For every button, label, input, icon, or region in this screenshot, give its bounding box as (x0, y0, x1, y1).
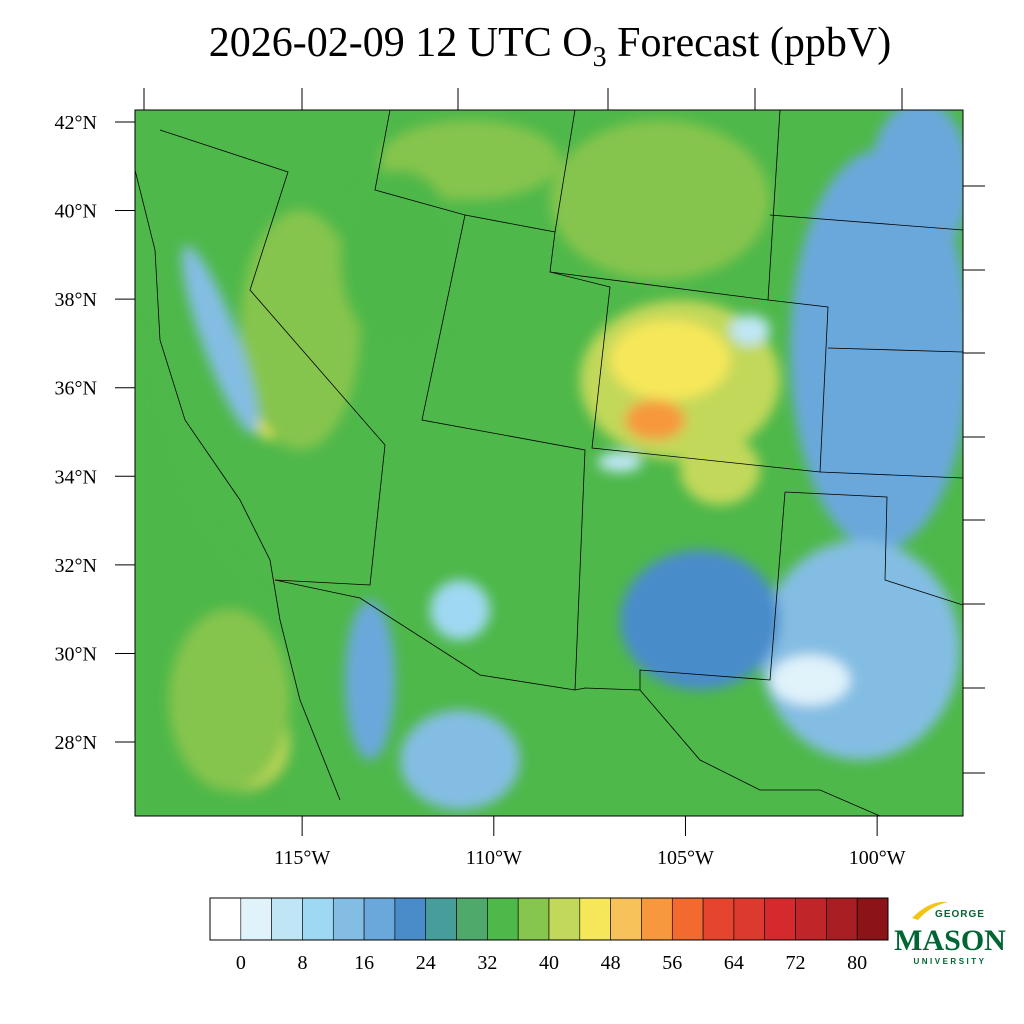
y-tick-label: 38°N (55, 289, 97, 311)
colorbar-box (856, 897, 889, 941)
x-tick-label: 100°W (849, 847, 906, 869)
colorbar-box (209, 897, 242, 941)
y-tick-label: 34°N (55, 466, 97, 488)
boundaries (135, 110, 963, 816)
logo-top: GEORGE (935, 909, 985, 920)
colorbar-box (271, 897, 303, 941)
y-tick-label: 42°N (55, 112, 97, 134)
colorbar-box (394, 897, 427, 941)
colorbar-label: 16 (354, 952, 374, 974)
colorbar-box (610, 897, 642, 941)
title: 2026-02-09 12 UTC O3 Forecast (ppbV) (209, 20, 891, 73)
colorbar-label: 8 (297, 952, 307, 974)
colorbar-label: 32 (477, 952, 497, 974)
colorbar-box (487, 897, 519, 941)
colorbar-box (764, 897, 796, 941)
x-tick-label: 115°W (274, 847, 330, 869)
colorbar-box (302, 897, 334, 941)
colorbar-box (826, 897, 858, 941)
colorbar-box (733, 897, 766, 941)
colorbar-box (641, 897, 673, 941)
colorbar: 0 8 16 24 32 40 48 56 64 72 80 (209, 897, 889, 974)
colorbar-box (363, 897, 396, 941)
colorbar-box (517, 897, 550, 941)
colorbar-box (425, 897, 457, 941)
colorbar-box (456, 897, 488, 941)
y-tick-label: 32°N (55, 555, 97, 577)
logo: GEORGE MASON UNIVERSITY (894, 901, 1006, 966)
colorbar-box (548, 897, 581, 941)
colorbar-box (240, 897, 272, 941)
y-tick-label: 36°N (55, 378, 97, 400)
colorbar-box (671, 897, 704, 941)
title-subscript: 3 (593, 42, 607, 73)
colorbar-label: 64 (724, 952, 744, 974)
x-tick-label: 110°W (466, 847, 522, 869)
logo-main: MASON (894, 924, 1006, 957)
colorbar-label: 80 (847, 952, 867, 974)
colorbar-box (795, 897, 827, 941)
logo-bottom: UNIVERSITY (913, 957, 986, 966)
colorbar-label: 40 (539, 952, 559, 974)
colorbar-box (702, 897, 735, 941)
y-tick-label: 28°N (55, 732, 97, 754)
colorbar-label: 0 (236, 952, 246, 974)
colorbar-label: 72 (786, 952, 806, 974)
y-tick-label: 40°N (55, 201, 97, 223)
axes: 115°W 110°W 105°W 100°W 28°N 30°N 32°N 34°N 36°N… (55, 112, 906, 869)
title-text: 2026-02-09 12 UTC O (209, 20, 593, 66)
colorbar-box (332, 897, 365, 941)
colorbar-label: 56 (662, 952, 682, 974)
title-text: Forecast (ppbV) (607, 20, 892, 66)
edge-ticks (143, 88, 985, 774)
y-tick-label: 30°N (55, 643, 97, 665)
x-tick-label: 105°W (657, 847, 714, 869)
colorbar-frame (209, 897, 889, 941)
ozone-field (135, 110, 963, 816)
colorbar-label: 48 (601, 952, 621, 974)
map-frame (134, 109, 964, 817)
colorbar-label: 24 (416, 952, 436, 974)
colorbar-box (579, 897, 611, 941)
